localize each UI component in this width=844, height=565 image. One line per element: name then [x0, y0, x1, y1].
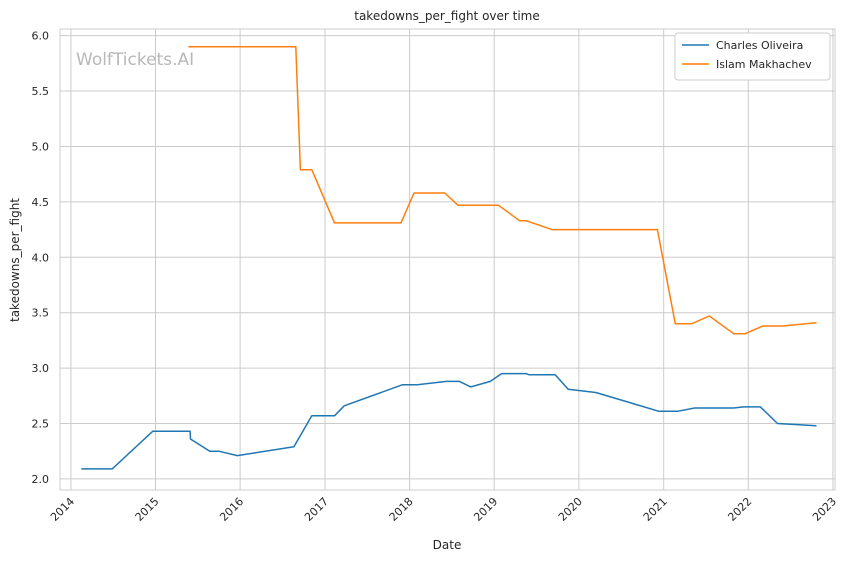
legend-label-islam-makhachev: Islam Makhachev: [716, 58, 812, 71]
y-tick-label-5-5: 5.5: [32, 85, 50, 98]
y-tick-label-5-0: 5.0: [32, 140, 50, 153]
plot-frame: [59, 28, 836, 491]
y-axis-title: takedowns_per_fight: [8, 198, 22, 322]
y-tick-label-4-0: 4.0: [32, 251, 50, 264]
series-line-islam-makhachev: [188, 45, 817, 335]
y-tick-label-4-5: 4.5: [32, 196, 50, 209]
legend-label-charles-oliveira: Charles Oliveira: [716, 39, 803, 52]
y-tick-label-3-5: 3.5: [32, 307, 50, 320]
y-tick-label-6-0: 6.0: [32, 30, 50, 43]
series-line-charles-oliveira: [81, 372, 817, 470]
y-tick-label-3-0: 3.0: [32, 362, 50, 375]
watermark: WolfTickets.AI: [76, 50, 194, 70]
legend-box: [674, 32, 831, 81]
y-tick-label-2-5: 2.5: [32, 418, 50, 431]
legend: Charles Oliveira Islam Makhachev: [674, 32, 831, 81]
chart-title: takedowns_per_fight over time: [354, 9, 540, 23]
y-tick-label-2-0: 2.0: [32, 473, 50, 486]
x-axis-title: Date: [433, 538, 462, 552]
